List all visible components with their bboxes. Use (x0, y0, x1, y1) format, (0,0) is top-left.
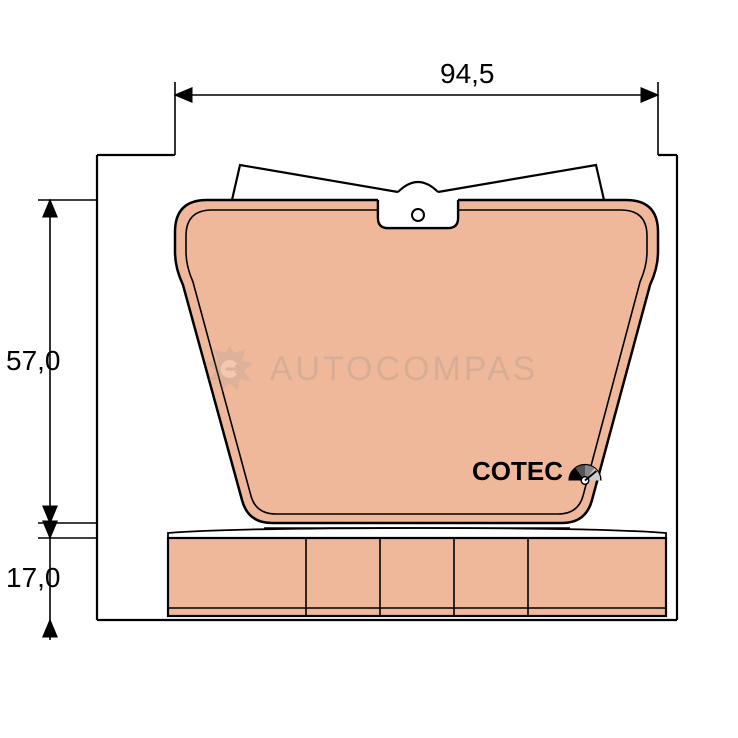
cotec-text: COTEC (472, 456, 563, 487)
cotec-gauge-icon (565, 452, 605, 490)
technical-drawing (0, 0, 738, 738)
dim-width (175, 82, 658, 155)
dim-width-label: 94,5 (440, 58, 495, 90)
dim-height-label: 57,0 (6, 345, 61, 377)
cotec-logo: COTEC (472, 452, 605, 490)
brake-pad-edge (168, 528, 666, 616)
dim-thickness-label: 17,0 (6, 562, 61, 594)
retaining-spring (232, 165, 604, 200)
